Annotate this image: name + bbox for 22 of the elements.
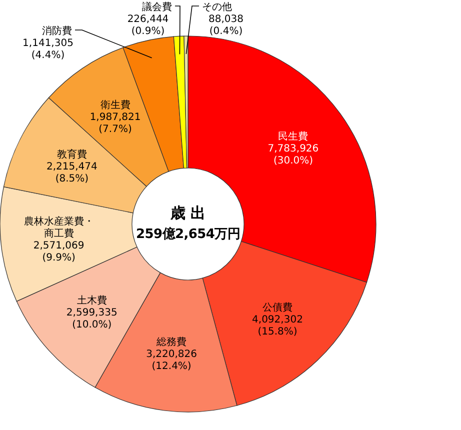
- slice-label: 農林水産業費・商工費: [24, 216, 94, 240]
- slice-label: 土木費: [76, 294, 107, 307]
- slice-label: 議会費: [142, 1, 172, 13]
- text: 歳 出: [169, 204, 206, 222]
- slice-label: その他: [202, 1, 232, 13]
- data-label: 226,444 (0.9%): [127, 14, 169, 37]
- data-label: 4,092,302 (15.8%): [252, 314, 303, 338]
- slice-label: 民生費: [278, 130, 308, 143]
- data-label: 7,783,926 (30.0%): [268, 144, 319, 167]
- data-label: 1,141,305 (4.4%): [22, 38, 74, 61]
- data-label: 2,599,335 (10.0%): [66, 308, 118, 331]
- data-label: 2,571,069 (9.9%): [33, 240, 84, 264]
- slice-label: 消防費: [42, 25, 72, 37]
- data-label: 88,038 (0.4%): [208, 14, 244, 37]
- slice-label: 総務費: [156, 336, 187, 348]
- data-label: 3,220,826 (12.4%): [146, 348, 198, 372]
- data-label: 2,215,474 (8.5%): [46, 161, 98, 184]
- data-label: 1,987,821 (7.7%): [90, 112, 141, 136]
- slice-label: 教育費: [56, 148, 87, 160]
- slice-label: 公債費: [262, 301, 292, 314]
- slice-label: 衛生費: [100, 99, 130, 112]
- text: 259億2,654万円: [136, 226, 240, 242]
